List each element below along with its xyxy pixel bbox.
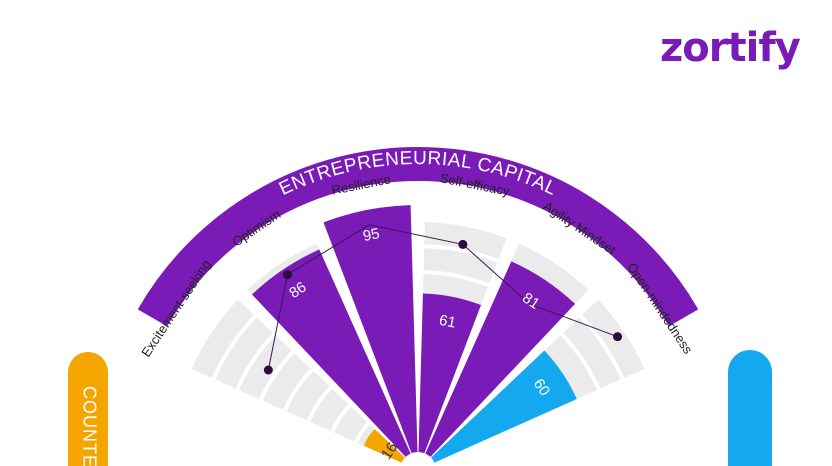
- zortify-logo: zortify: [660, 25, 801, 71]
- track-band: [424, 222, 507, 259]
- group-arc-entrepreneurial-capital: [138, 147, 698, 326]
- value-label-agility-mindset: 81: [519, 289, 542, 312]
- track-band: [310, 388, 349, 431]
- track-band: [423, 248, 498, 284]
- track-band: [582, 299, 645, 378]
- track-band: [544, 335, 597, 399]
- value-label-optimism: 86: [286, 279, 309, 302]
- value-label-resilience: 95: [361, 225, 381, 245]
- track-band: [191, 299, 254, 378]
- bar-resilience: [323, 205, 418, 454]
- benchmark-line: [263, 224, 623, 375]
- trait-bars: [251, 205, 577, 463]
- background-tracks: [191, 222, 645, 463]
- benchmark-dot: [613, 332, 623, 342]
- track-band: [334, 406, 368, 442]
- value-label-self-efficacy: 61: [438, 312, 458, 332]
- bar-self-efficacy: [418, 293, 481, 454]
- bar-agility-mindset: [425, 261, 576, 457]
- track-band: [510, 243, 589, 306]
- group-arc-counte: [68, 352, 108, 466]
- value-label-excitement-seeking: 16: [378, 439, 401, 462]
- benchmark-polyline: [267, 224, 618, 371]
- benchmark-dot: [458, 239, 468, 249]
- value-label-open-mindedness: 60: [530, 376, 553, 399]
- track-band: [563, 317, 621, 389]
- bar-optimism: [251, 249, 411, 457]
- group-arc-blue: [728, 350, 772, 466]
- bar-excitement-seeking: [363, 429, 405, 463]
- track-band: [286, 371, 330, 421]
- group-title-counte: COUNTE: [79, 386, 99, 466]
- track-band: [262, 353, 311, 410]
- value-labels: 16 86 95 61 81 60: [286, 225, 553, 463]
- benchmark-dot: [282, 270, 292, 280]
- bar-open-mindedness: [431, 350, 577, 463]
- track-band: [422, 274, 488, 308]
- track-band: [215, 317, 273, 389]
- benchmark-dot: [263, 365, 273, 375]
